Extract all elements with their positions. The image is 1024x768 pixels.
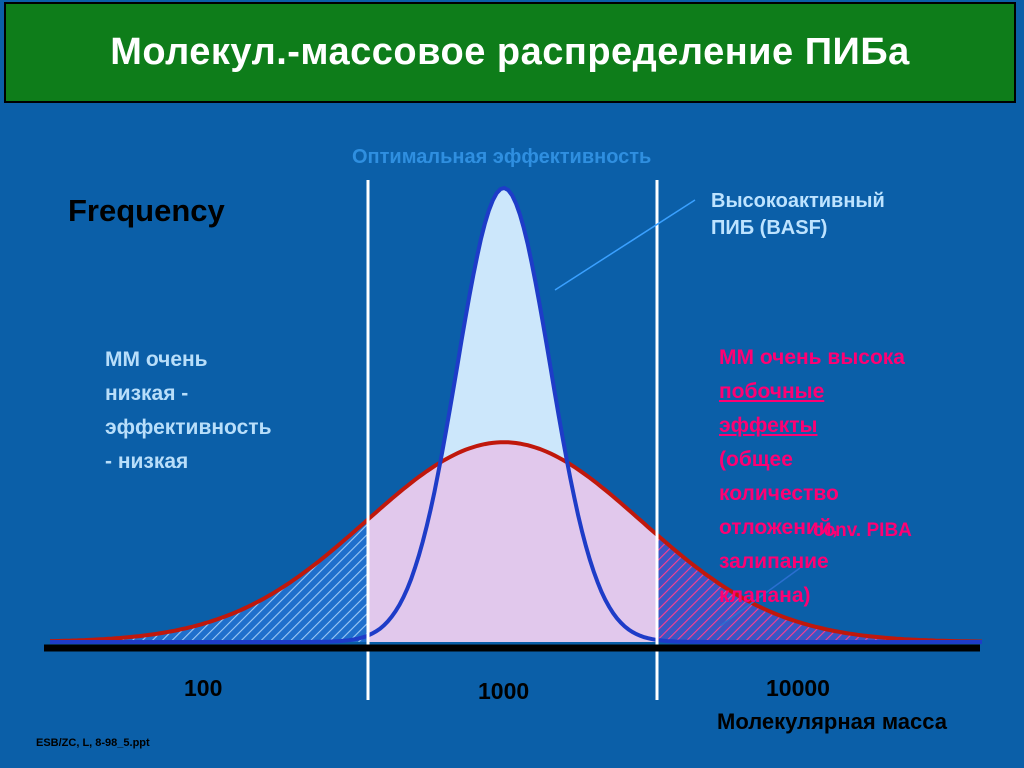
high-reactive-curve <box>50 185 982 644</box>
high-mw-line: залипание <box>719 550 829 573</box>
low-mw-label: ММ очень низкая - эффективность - низкая <box>105 343 271 479</box>
x-tick-label: 100 <box>184 675 223 701</box>
x-tick-label: 10000 <box>766 675 830 701</box>
low-mw-line: низкая - <box>105 382 189 405</box>
low-mw-zone <box>50 519 368 642</box>
conventional-fill <box>368 442 657 642</box>
x-axis-label: Молекулярная масса <box>717 709 948 734</box>
conventional-piba-label: conv. PIBA <box>813 520 912 541</box>
optimal-efficiency-label: Оптимальная эффективность <box>352 146 652 168</box>
low-mw-line: - низкая <box>105 450 189 473</box>
conventional-curve <box>50 440 982 644</box>
footer-file: ESB/ZC, L, 8-98_5.ppt <box>36 737 150 749</box>
high-reactive-line: ПИБ (BASF) <box>711 217 828 239</box>
y-axis-label: Frequency <box>68 193 225 228</box>
high-mw-line: количество <box>719 482 839 505</box>
high-mw-title: ММ очень высока <box>719 346 905 369</box>
high-mw-line: отложений, <box>719 516 838 539</box>
slide-title: Молекул.-массовое распределение ПИБа <box>110 31 910 73</box>
high-mw-line: клапана) <box>719 584 811 607</box>
high-mw-label: ММ очень высока побочные эффекты (общее … <box>719 341 905 613</box>
pointer-high-reactive <box>554 199 696 291</box>
title-bar: Молекул.-массовое распределение ПИБа <box>4 2 1016 103</box>
low-mw-line: эффективность <box>105 416 272 439</box>
high-mw-zone <box>657 534 982 642</box>
low-mw-line: ММ очень <box>105 348 208 371</box>
pointer-conventional <box>719 567 801 627</box>
x-tick-label: 1000 <box>478 678 530 704</box>
high-mw-side-effects: эффекты <box>719 414 818 437</box>
high-mw-side-effects: побочные <box>719 380 825 403</box>
high-mw-line: (общее <box>719 448 793 471</box>
high-reactive-line: Высокоактивный <box>711 190 885 212</box>
high-reactive-label: Высокоактивный ПИБ (BASF) <box>711 188 885 242</box>
